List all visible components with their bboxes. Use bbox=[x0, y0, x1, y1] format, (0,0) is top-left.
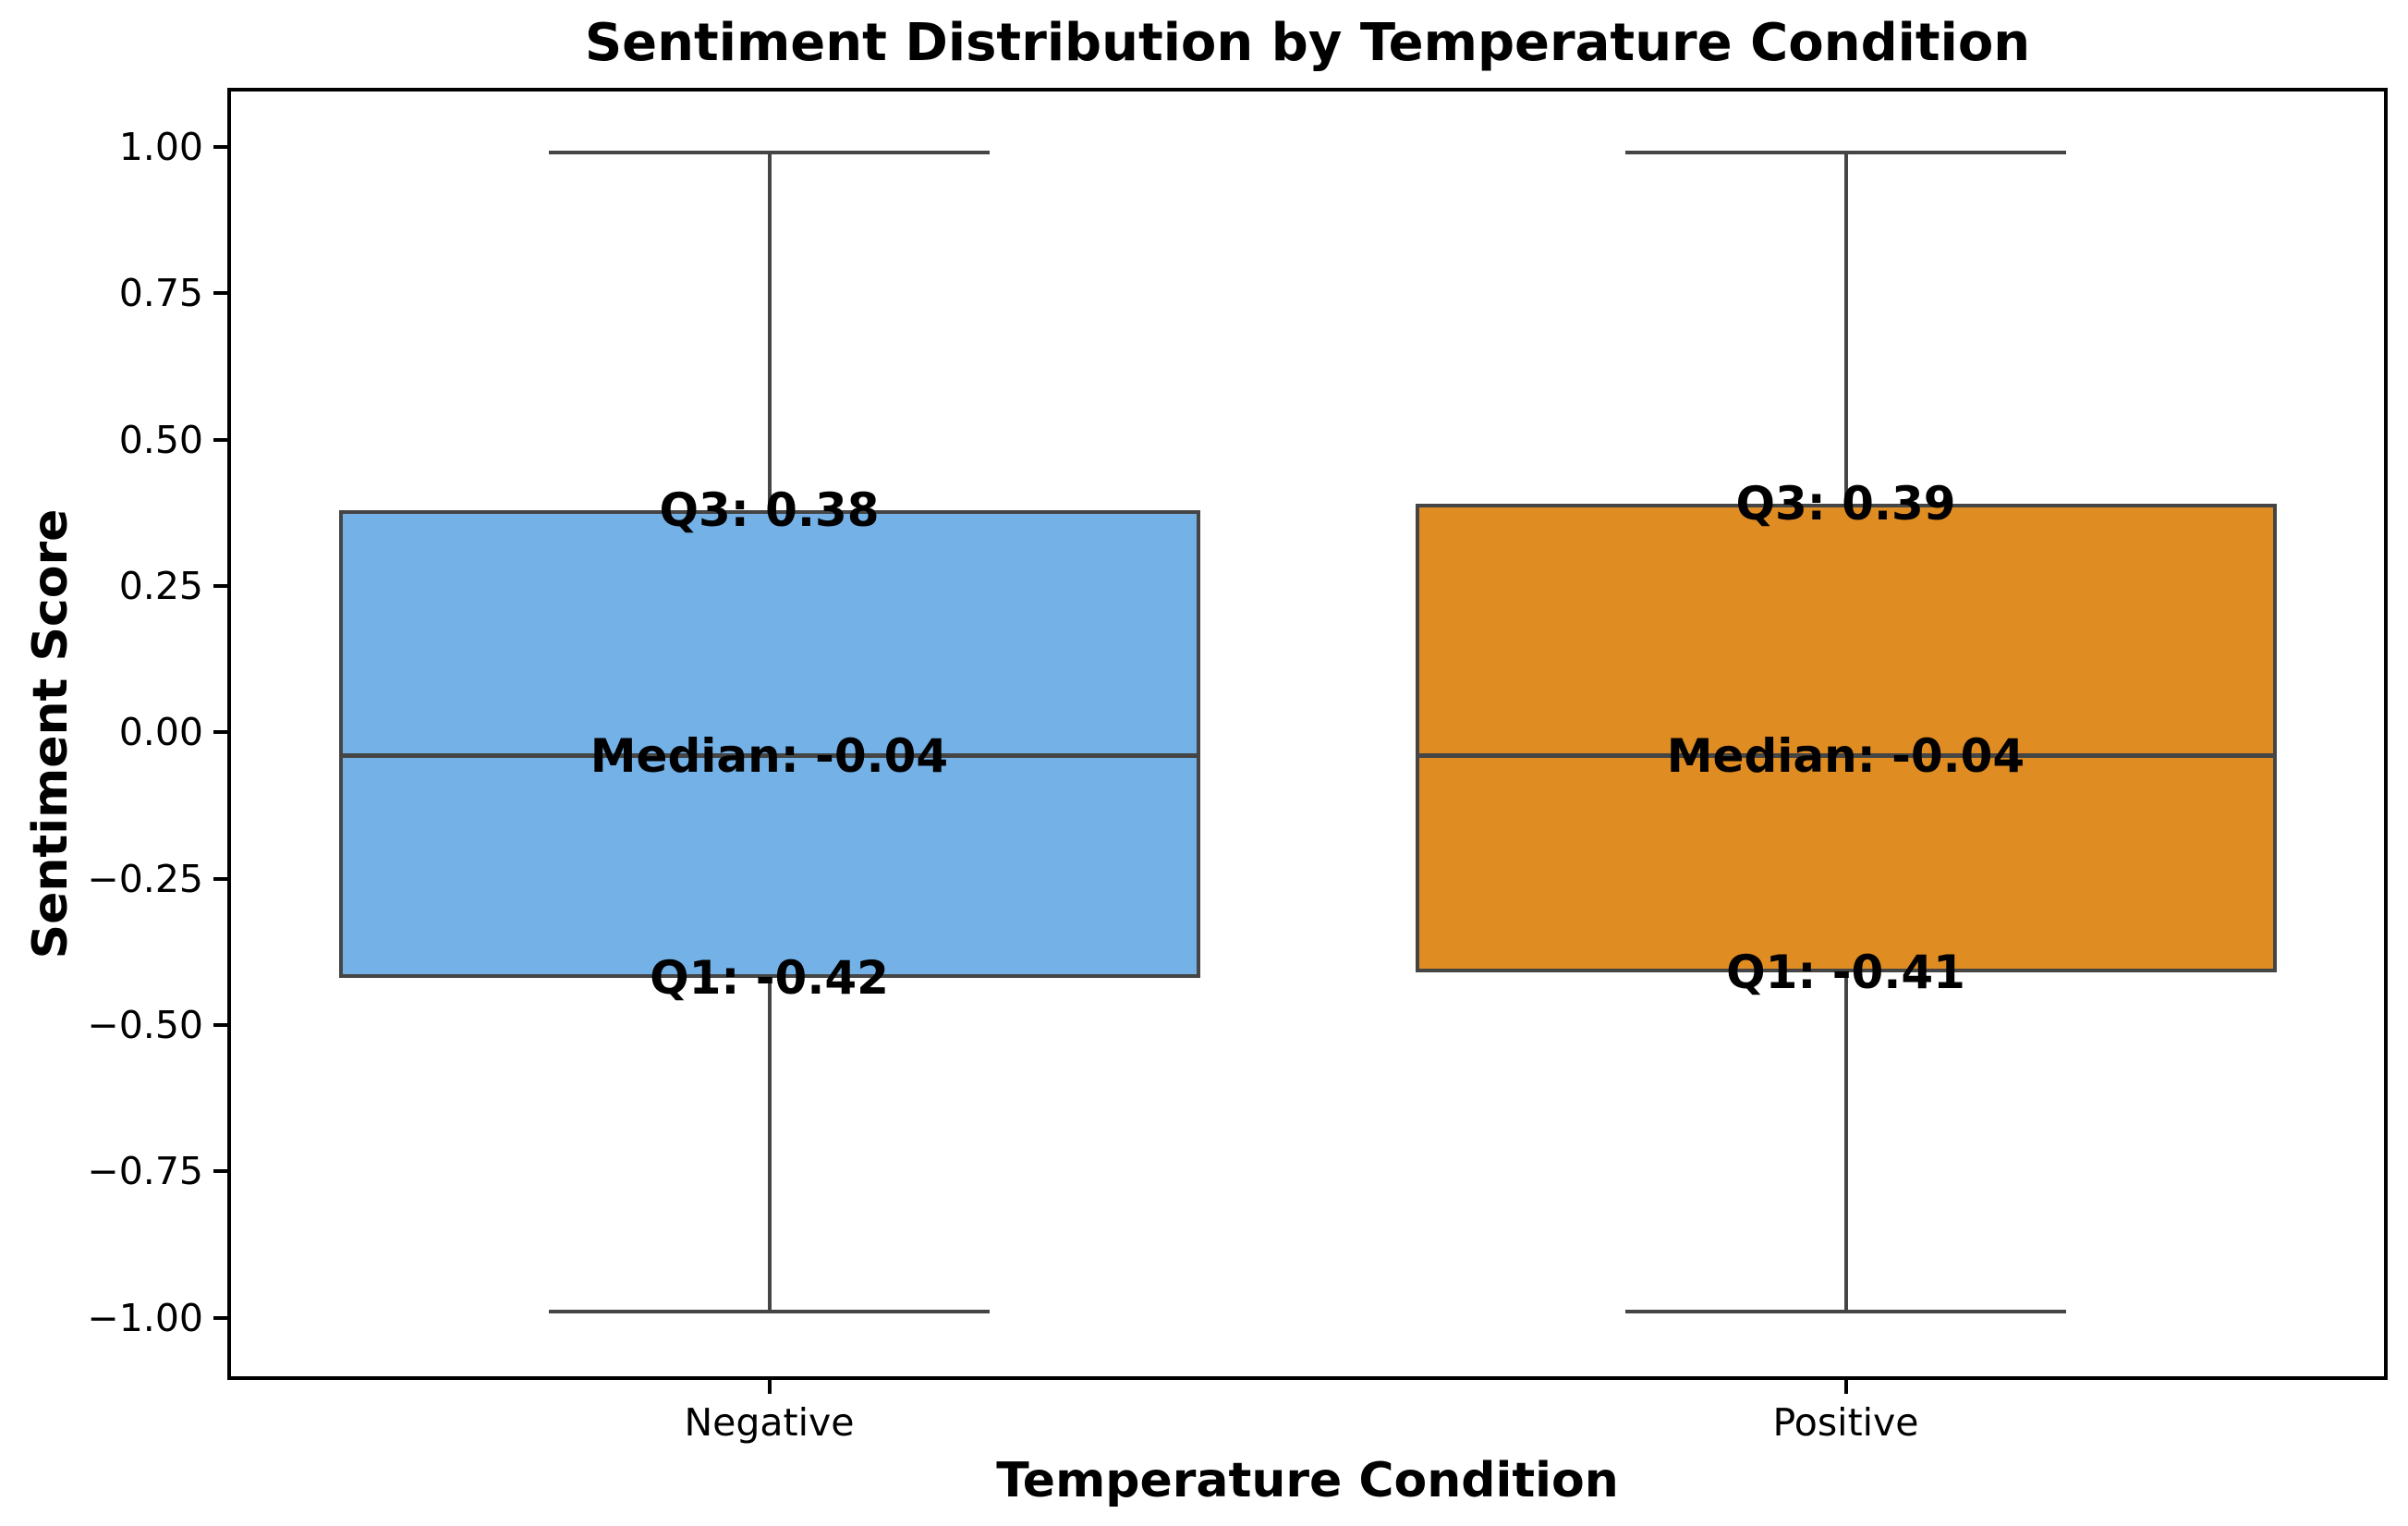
y-tick-mark bbox=[213, 291, 227, 296]
annotation-q3: Q3: 0.39 bbox=[1735, 477, 1956, 531]
whisker-upper-line bbox=[1843, 153, 1848, 505]
y-tick-label: −1.00 bbox=[87, 1295, 203, 1340]
box-positive bbox=[1415, 504, 2277, 973]
median-line bbox=[338, 753, 1200, 759]
annotation-q3: Q3: 0.38 bbox=[659, 482, 880, 537]
annotation-median: Median: -0.04 bbox=[590, 728, 949, 783]
x-axis-label: Temperature Condition bbox=[996, 1453, 1619, 1508]
whisker-upper-cap bbox=[548, 151, 991, 155]
box-negative bbox=[338, 509, 1200, 979]
y-tick-mark bbox=[213, 1169, 227, 1174]
median-line bbox=[1415, 753, 2277, 759]
y-tick-label: 0.25 bbox=[118, 564, 203, 609]
y-axis-label: Sentiment Score bbox=[23, 508, 79, 959]
x-tick-label: Positive bbox=[1772, 1400, 1919, 1445]
y-tick-label: −0.75 bbox=[87, 1149, 203, 1194]
annotation-q1: Q1: -0.41 bbox=[1726, 946, 1965, 1000]
y-tick-mark bbox=[213, 876, 227, 881]
annotation-median: Median: -0.04 bbox=[1666, 728, 2025, 783]
y-tick-label: −0.50 bbox=[87, 1003, 203, 1048]
x-tick-label: Negative bbox=[684, 1400, 855, 1445]
y-tick-mark bbox=[213, 730, 227, 735]
y-tick-mark bbox=[213, 145, 227, 150]
y-tick-mark bbox=[213, 584, 227, 589]
whisker-lower-line bbox=[767, 978, 772, 1312]
whisker-lower-cap bbox=[1624, 1310, 2067, 1314]
y-tick-label: 0.50 bbox=[118, 417, 203, 462]
whisker-lower-line bbox=[1843, 972, 1848, 1312]
whisker-upper-cap bbox=[1624, 151, 2067, 155]
chart-title: Sentiment Distribution by Temperature Co… bbox=[584, 13, 2031, 73]
plot-area: 1.00 0.75 0.50 0.25 0.00 −0.25 −0.50 −0.75 −1.00… bbox=[87, 88, 2388, 1445]
whisker-lower-cap bbox=[548, 1310, 991, 1314]
annotation-q1: Q1: -0.42 bbox=[650, 951, 889, 1006]
y-tick-mark bbox=[213, 437, 227, 442]
y-tick-label: 0.75 bbox=[118, 271, 203, 316]
x-tick-mark bbox=[767, 1380, 772, 1394]
y-tick-label: 1.00 bbox=[118, 125, 203, 170]
y-tick-label: 0.00 bbox=[118, 710, 203, 755]
whisker-upper-line bbox=[767, 153, 772, 510]
x-tick-mark bbox=[1843, 1380, 1848, 1394]
y-tick-mark bbox=[213, 1023, 227, 1028]
y-tick-label: −0.25 bbox=[87, 856, 203, 901]
y-tick-mark bbox=[213, 1315, 227, 1320]
